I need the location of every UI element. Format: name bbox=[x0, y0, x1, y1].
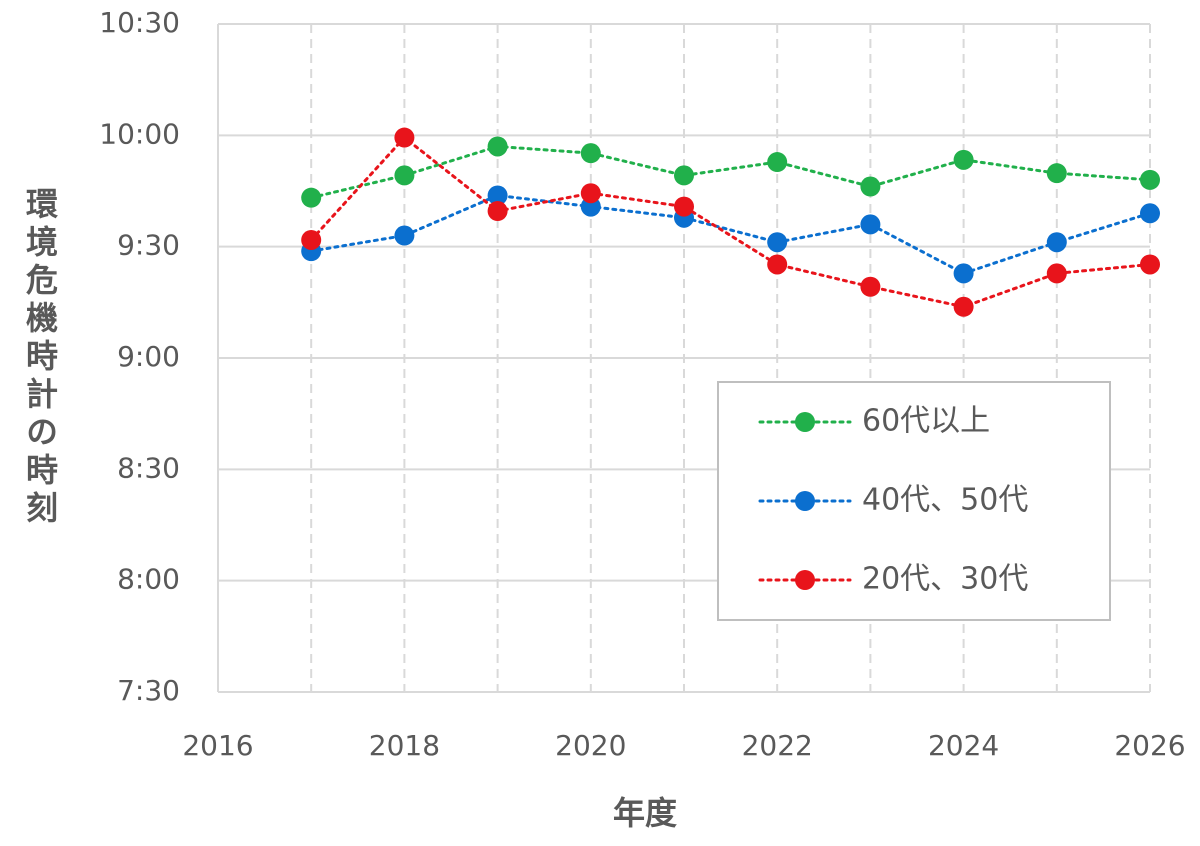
data-point bbox=[1140, 169, 1160, 190]
data-point bbox=[674, 196, 694, 217]
legend-marker bbox=[795, 570, 815, 590]
data-point bbox=[860, 214, 881, 235]
y-tick-label: 10:00 bbox=[99, 117, 180, 150]
series-1 bbox=[301, 136, 1160, 208]
x-tick-label: 2020 bbox=[555, 729, 626, 762]
data-point bbox=[394, 165, 415, 186]
y-axis-title: 環境危機時計の時刻 bbox=[21, 187, 59, 529]
data-point bbox=[301, 229, 322, 250]
data-point bbox=[1046, 263, 1067, 284]
data-point bbox=[487, 185, 508, 206]
axes: 7:30 8:00 8:30 9:00 9:30 10:00 10:30 2016 2018 20… bbox=[99, 6, 1185, 762]
series-lines bbox=[301, 127, 1160, 317]
series-3 bbox=[301, 127, 1160, 317]
y-tick-label: 8:00 bbox=[117, 563, 180, 596]
y-tick-label: 7:30 bbox=[117, 674, 180, 707]
data-point bbox=[674, 165, 694, 186]
data-point bbox=[1046, 232, 1067, 253]
legend: 60代以上 40代、50代 20代、30代 bbox=[717, 381, 1111, 621]
legend-marker bbox=[795, 491, 815, 511]
legend-label: 60代以上 bbox=[862, 404, 990, 439]
y-tick-label: 9:00 bbox=[117, 340, 180, 373]
legend-marker bbox=[795, 412, 815, 432]
data-point bbox=[767, 152, 788, 173]
y-tick-label: 8:30 bbox=[117, 451, 180, 484]
data-point bbox=[1046, 163, 1067, 184]
x-axis-title: 年度 bbox=[613, 794, 677, 832]
data-point bbox=[1140, 203, 1160, 224]
data-point bbox=[301, 187, 322, 208]
x-tick-label: 2026 bbox=[1114, 729, 1185, 762]
legend-label: 20代、30代 bbox=[862, 562, 1028, 597]
y-tick-label: 9:30 bbox=[117, 229, 180, 262]
data-point bbox=[953, 149, 974, 170]
data-point bbox=[580, 143, 601, 164]
data-point bbox=[394, 225, 415, 246]
x-tick-label: 2018 bbox=[369, 729, 440, 762]
x-tick-label: 2022 bbox=[742, 729, 813, 762]
data-point bbox=[953, 263, 974, 284]
x-tick-label: 2024 bbox=[928, 729, 999, 762]
data-point bbox=[580, 183, 601, 204]
x-tick-label: 2016 bbox=[182, 729, 253, 762]
y-tick-label: 10:30 bbox=[99, 6, 180, 39]
data-point bbox=[767, 254, 788, 275]
data-point bbox=[487, 136, 508, 157]
data-point bbox=[860, 276, 881, 297]
data-point bbox=[394, 127, 415, 148]
data-point bbox=[860, 176, 881, 197]
series-line bbox=[309, 193, 1152, 276]
data-point bbox=[953, 296, 974, 317]
series-line bbox=[309, 144, 1152, 200]
data-point bbox=[487, 201, 508, 222]
legend-entries: 60代以上 40代、50代 20代、30代 bbox=[758, 404, 1028, 597]
data-point bbox=[767, 232, 788, 253]
data-point bbox=[1140, 254, 1160, 275]
legend-label: 40代、50代 bbox=[862, 483, 1028, 518]
